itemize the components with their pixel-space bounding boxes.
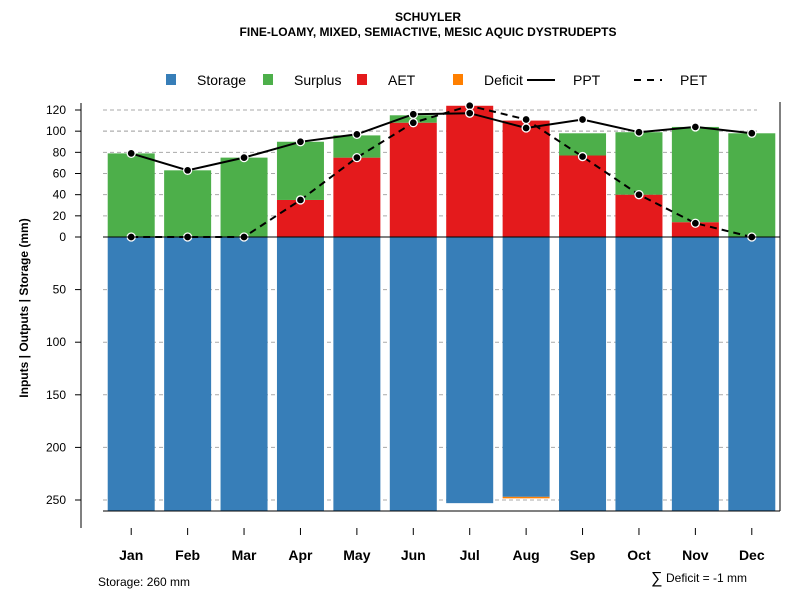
storage-bar [389, 237, 437, 511]
legend-label-deficit: Deficit [484, 72, 523, 88]
deficit-bar [502, 496, 550, 499]
y-tick-label: 120 [46, 103, 66, 117]
x-tick-label: Jun [401, 547, 426, 563]
storage-bar [107, 237, 155, 511]
y-tick-label: 100 [46, 335, 66, 349]
storage-bar [333, 237, 381, 511]
aet-bar [615, 194, 663, 237]
ppt-point [239, 152, 249, 163]
y-tick-label: 20 [53, 209, 67, 223]
surplus-bar [671, 126, 719, 223]
y-tick-label: 100 [46, 124, 66, 138]
surplus-bar [276, 141, 324, 200]
legend-label-surplus: Surplus [294, 72, 341, 88]
ppt-point [521, 123, 531, 133]
pet-point [408, 118, 418, 128]
storage-bar [671, 237, 719, 511]
axes: 0 20 40 60 80 100 120 50 100 150 200 250 Jan Feb Mar Ap… [46, 102, 781, 563]
surplus-bar [615, 132, 663, 195]
pet-point [295, 195, 306, 205]
legend-label-storage: Storage [197, 72, 246, 88]
surplus-bar [333, 135, 381, 158]
chart-title: SCHUYLER [395, 10, 461, 24]
deficit-sum-symbol: ∑ [651, 570, 662, 587]
ppt-point [577, 114, 588, 125]
y-tick-label: 40 [53, 188, 67, 202]
ppt-line [130, 112, 752, 172]
ppt-point [295, 137, 306, 147]
ppt-point [126, 148, 136, 159]
x-tick-label: Aug [513, 547, 540, 563]
pet-line [131, 104, 753, 238]
legend-swatch-deficit [453, 74, 463, 85]
y-tick-label: 250 [46, 493, 66, 507]
bars [107, 105, 776, 511]
x-tick-label: Sep [570, 547, 596, 563]
y-tick-label: 150 [46, 388, 66, 402]
chart-subtitle: FINE-LOAMY, MIXED, SEMIACTIVE, MESIC AQU… [240, 25, 617, 39]
aet-bar [446, 105, 494, 238]
y-tick-label: 60 [53, 167, 67, 181]
y-tick-label: 50 [53, 283, 67, 297]
ppt-point [634, 127, 644, 137]
y-tick-label: 80 [53, 145, 67, 159]
y-tick-label: 0 [59, 230, 66, 244]
x-tick-label: Feb [175, 547, 200, 563]
aet-bar [559, 155, 607, 237]
legend: Storage Surplus AET Deficit PPT PET [166, 72, 708, 88]
legend-label-aet: AET [388, 72, 416, 88]
storage-bar [164, 237, 212, 511]
legend-swatch-surplus [263, 74, 273, 85]
legend-swatch-aet [357, 74, 367, 85]
pet-point [521, 114, 531, 125]
surplus-bar [220, 157, 268, 237]
storage-note: Storage: 260 mm [98, 575, 190, 589]
ppt-point [465, 108, 475, 118]
storage-bar [615, 237, 663, 511]
surplus-bar [164, 170, 212, 237]
legend-label-pet: PET [680, 72, 708, 88]
pet-point [577, 151, 588, 162]
surplus-bar [559, 133, 607, 156]
x-tick-label: Apr [288, 547, 313, 563]
y-axis-label: Inputs | Outputs | Storage (mm) [17, 218, 31, 397]
storage-bar [502, 237, 550, 497]
ppt-point [747, 128, 757, 138]
ppt-point [352, 129, 362, 139]
aet-bar [502, 120, 550, 237]
pet-point [634, 190, 644, 200]
x-tick-label: Jan [119, 547, 143, 563]
surplus-bar [728, 133, 776, 237]
surplus-bar [107, 153, 155, 237]
pet-point [352, 152, 362, 163]
storage-bar [446, 237, 494, 504]
legend-label-ppt: PPT [573, 72, 601, 88]
storage-bar [559, 237, 607, 511]
aet-bar [276, 199, 324, 237]
ppt-point [690, 122, 701, 132]
x-tick-label: Mar [232, 547, 257, 563]
storage-bar [220, 237, 268, 511]
x-tick-label: Jul [460, 547, 480, 563]
legend-swatch-storage [166, 74, 176, 85]
x-tick-label: Nov [682, 547, 709, 563]
x-tick-label: Oct [627, 547, 651, 563]
storage-bar [728, 237, 776, 511]
y-tick-label: 200 [46, 440, 66, 454]
aet-bar [671, 222, 719, 237]
x-tick-label: Dec [739, 547, 765, 563]
x-tick-label: May [343, 547, 370, 563]
pet-point [690, 218, 701, 228]
aet-bar [333, 157, 381, 237]
gridlines [103, 109, 757, 501]
ppt-point [182, 165, 193, 175]
deficit-note: Deficit = -1 mm [666, 571, 747, 585]
storage-bar [276, 237, 324, 511]
aet-bar [389, 122, 437, 237]
ppt-point [408, 109, 418, 119]
